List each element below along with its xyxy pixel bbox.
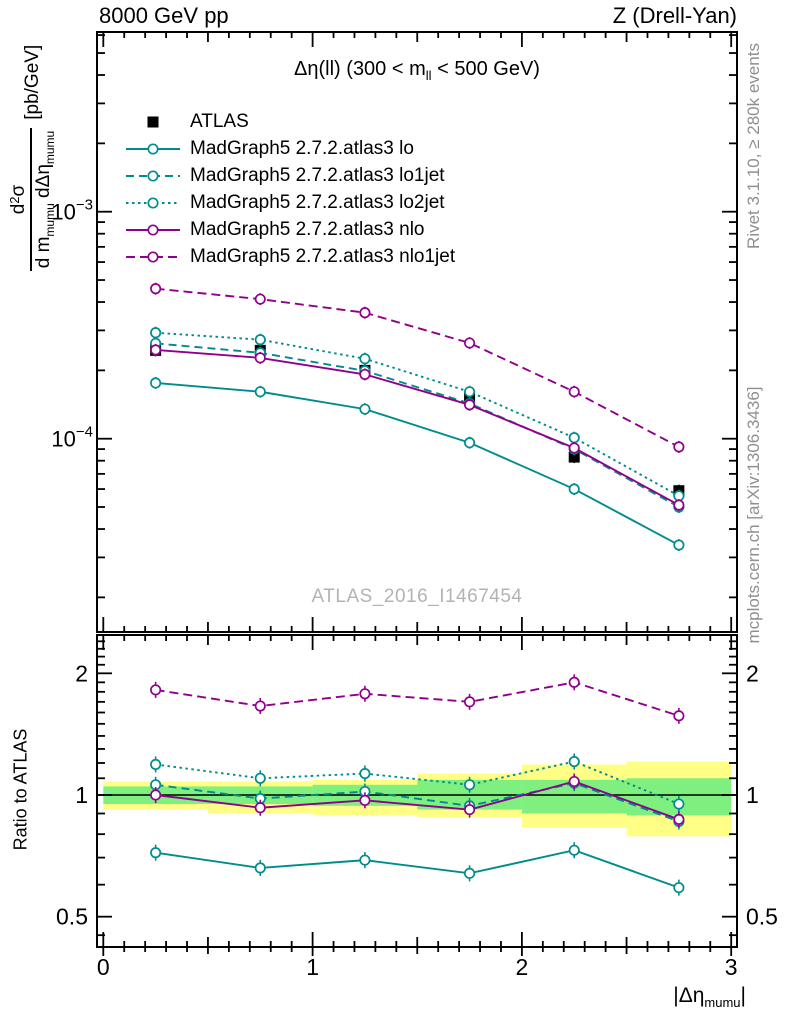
- legend: ATLAS MadGraph5 2.7.2.atlas3 lo MadGraph…: [125, 108, 455, 270]
- legend-label: ATLAS: [190, 110, 249, 132]
- legend-item-lo1jet: MadGraph5 2.7.2.atlas3 lo1jet: [125, 162, 455, 189]
- svg-text:2: 2: [516, 954, 529, 980]
- svg-text:2: 2: [75, 660, 88, 686]
- mcplots-arxiv-note: mcplots.cern.ch [arXiv:1306.3436]: [744, 386, 763, 644]
- legend-item-lo2jet: MadGraph5 2.7.2.atlas3 lo2jet: [125, 189, 455, 216]
- svg-text:1: 1: [746, 782, 759, 808]
- lo1jet-line-icon: [126, 169, 180, 182]
- legend-label: MadGraph5 2.7.2.atlas3 lo2jet: [190, 191, 445, 213]
- legend-item-nlo1jet: MadGraph5 2.7.2.atlas3 nlo1jet: [125, 243, 455, 270]
- svg-text:0.5: 0.5: [56, 904, 88, 930]
- plot-title: Δη(ll) (300 < mll < 500 GeV): [97, 58, 737, 83]
- plot-title-subscript: ll: [425, 68, 432, 83]
- svg-text:2: 2: [746, 660, 759, 686]
- legend-label: MadGraph5 2.7.2.atlas3 nlo1jet: [190, 245, 456, 267]
- main-y-axis-label: d2σ d mmumu dΔηmumu [pb/GeV]: [4, 3, 62, 313]
- y-label-numerator: d2σ: [7, 184, 29, 215]
- svg-text:1: 1: [306, 954, 319, 980]
- y-label-denominator: d mmumu dΔηmumu: [30, 127, 62, 272]
- nlo-line-icon: [126, 223, 180, 236]
- svg-text:3: 3: [725, 954, 738, 980]
- svg-text:0: 0: [97, 954, 110, 980]
- legend-label: MadGraph5 2.7.2.atlas3 lo1jet: [190, 164, 445, 186]
- legend-item-nlo: MadGraph5 2.7.2.atlas3 nlo: [125, 216, 455, 243]
- atlas-marker-icon: [147, 116, 159, 127]
- y-label-unit: [pb/GeV]: [22, 44, 43, 120]
- analysis-watermark: ATLAS_2016_I1467454: [311, 586, 523, 607]
- legend-label: MadGraph5 2.7.2.atlas3 nlo: [190, 218, 425, 240]
- nlo1jet-line-icon: [126, 250, 180, 263]
- plot-title-text: Δη(ll) (300 < m: [294, 58, 426, 80]
- svg-text:0.5: 0.5: [746, 904, 778, 930]
- rivet-version-note: Rivet 3.1.10, ≥ 280k events: [744, 43, 763, 249]
- legend-label: MadGraph5 2.7.2.atlas3 lo: [190, 137, 414, 159]
- lo2jet-line-icon: [126, 196, 180, 209]
- ratio-axis-label: Ratio to ATLAS: [10, 728, 31, 851]
- plot-title-text-2: < 500 GeV): [431, 58, 540, 80]
- process-label: Z (Drell-Yan): [612, 3, 737, 28]
- beam-energy-label: 8000 GeV pp: [99, 3, 229, 28]
- svg-text:10−3: 10−3: [51, 197, 93, 225]
- svg-text:1: 1: [75, 782, 88, 808]
- x-axis-label: |Δηmumu|: [673, 984, 746, 1010]
- svg-text:10−4: 10−4: [51, 424, 93, 452]
- y-label-fraction: d2σ d mmumu dΔηmumu: [4, 127, 62, 272]
- legend-item-atlas: ATLAS: [125, 108, 455, 135]
- legend-item-lo: MadGraph5 2.7.2.atlas3 lo: [125, 135, 455, 162]
- lo-line-icon: [126, 142, 180, 155]
